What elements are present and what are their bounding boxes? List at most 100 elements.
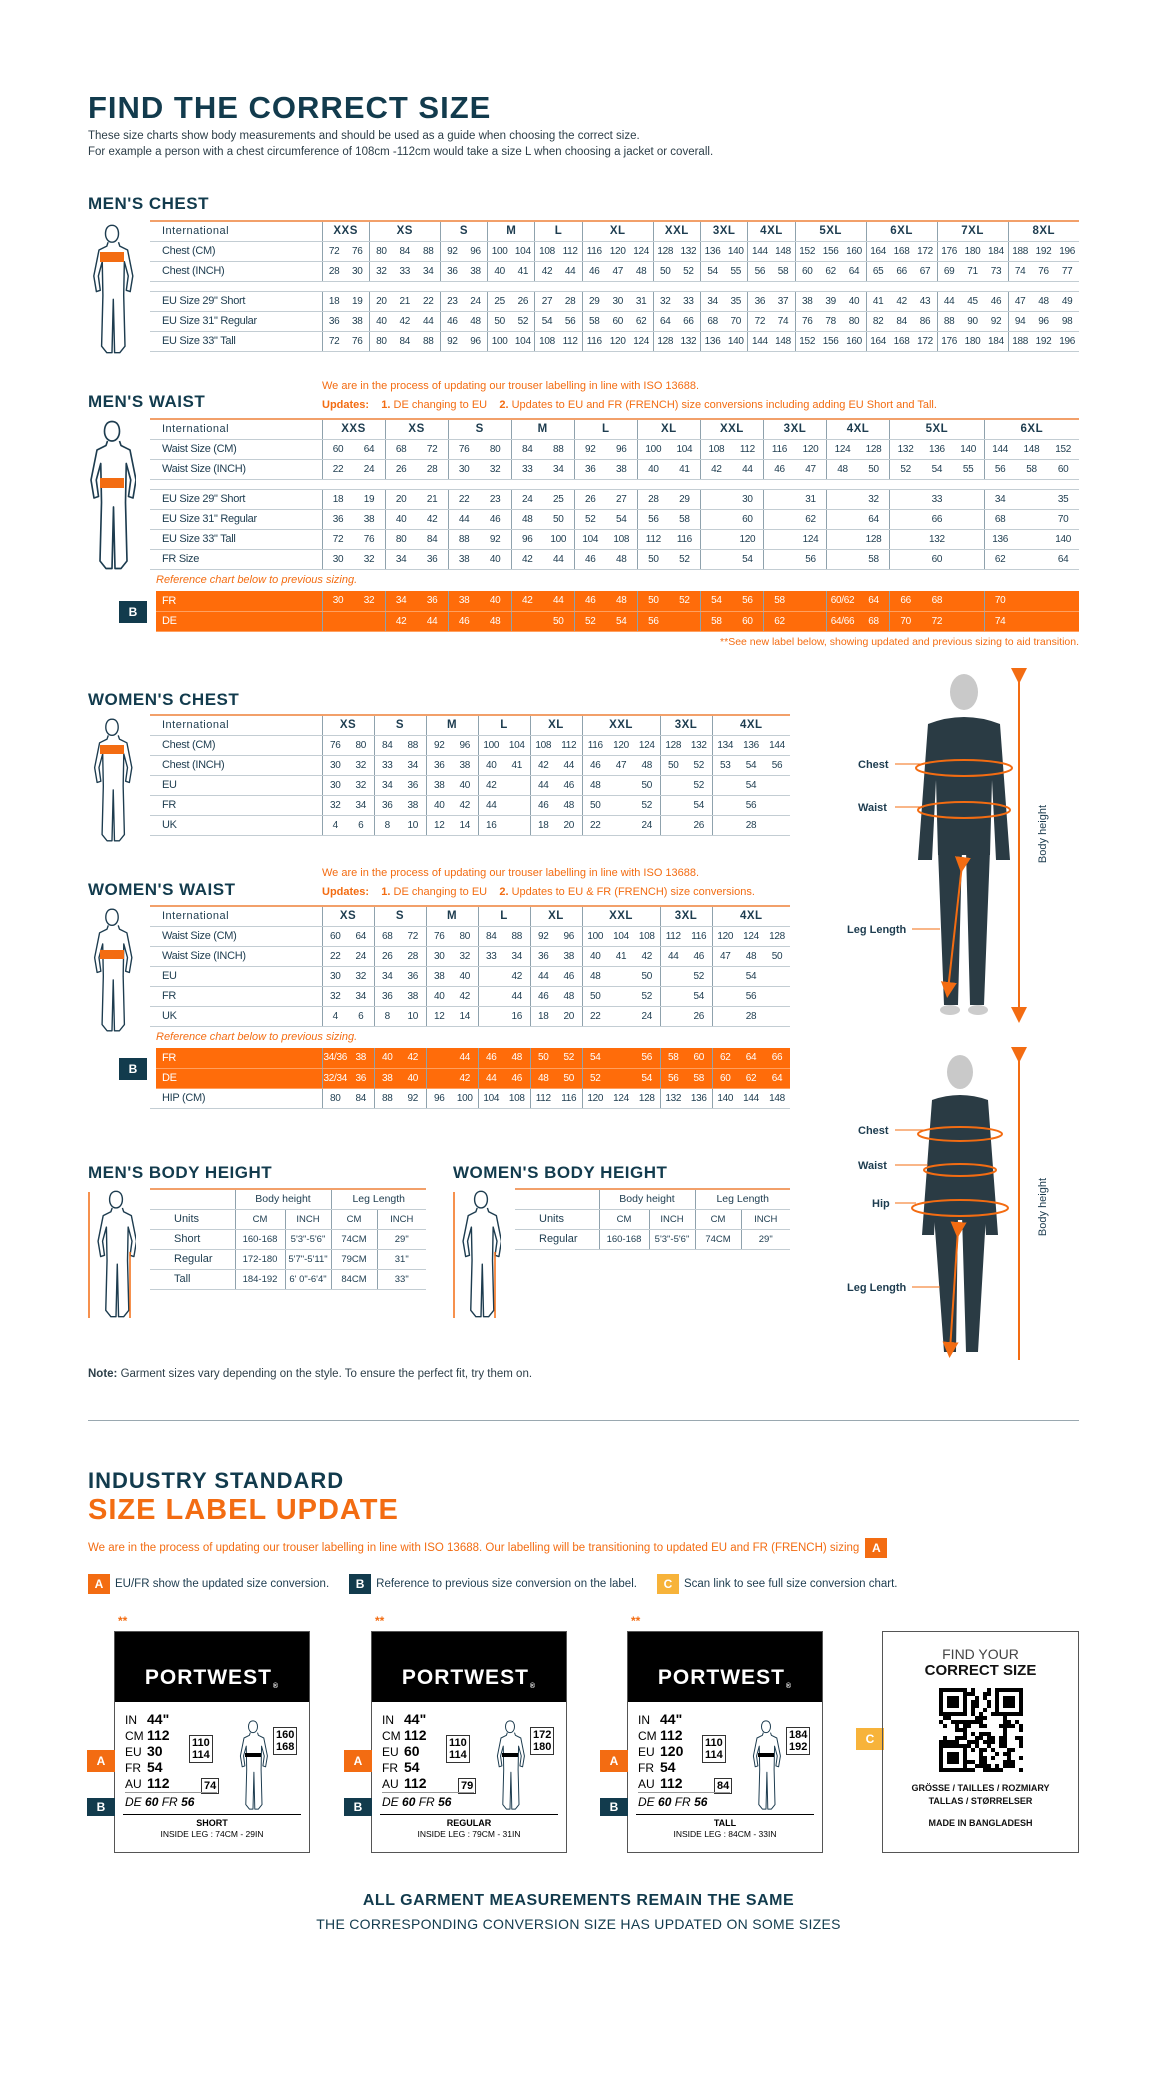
cell: 44 [542, 549, 575, 570]
unit: CM [598, 1209, 649, 1230]
cell: 172 [913, 241, 938, 262]
cell: 76 [794, 311, 819, 332]
cell [1015, 591, 1048, 612]
cell: 41 [865, 291, 890, 312]
cell: 6 [348, 815, 374, 836]
cell: 54 [534, 311, 559, 332]
cell [764, 1006, 790, 1027]
cell: 42 [477, 775, 504, 796]
cell: 52 [581, 1068, 608, 1089]
size-m: M [510, 419, 575, 440]
row-label: EU Size 31" Regular [156, 311, 322, 332]
cell: 112 [731, 439, 764, 460]
cell: 8 [373, 1006, 400, 1027]
size-key: IN [638, 1713, 650, 1727]
cell: 28 [636, 489, 669, 510]
cell: 18 [321, 489, 354, 510]
cell: 58 [1015, 459, 1048, 480]
men-waist-table: International XXS XS S M L XL XXL 3XL 4XL 5XL 6XL Wa… [150, 418, 1079, 570]
cell: 26 [686, 815, 712, 836]
cell: 53 [711, 755, 738, 776]
cell: 42 [510, 591, 543, 612]
size-line: IN 44" [382, 1712, 427, 1728]
units-label: Units [515, 1209, 599, 1230]
cell: 41 [668, 459, 701, 480]
cell: 26 [511, 291, 535, 312]
cell: 76 [321, 735, 348, 756]
cell: 26 [384, 459, 417, 480]
garment-note: Note: Garment sizes vary depending on th… [88, 1368, 532, 1380]
cell: 132 [659, 1088, 686, 1109]
table-row: Chest (CM) 72 76 80 84 88 92 96 100 104 108 112 116 1… [150, 241, 1079, 262]
cell: 66 [676, 311, 701, 332]
size-key: CM [125, 1729, 144, 1743]
cell: 58 [762, 591, 795, 612]
cell: 18 [529, 815, 556, 836]
prev-key: DE [382, 1795, 399, 1809]
cell: 48 [510, 509, 543, 530]
table-row: UK 4 6 8 10 12 14 16 18 20 22 24 26 28 [150, 815, 790, 836]
badge-c: C [856, 1728, 884, 1750]
cell [826, 549, 859, 570]
cell: 40 [373, 1048, 400, 1069]
size-xs: XS [368, 221, 441, 242]
legend-item: A EU/FR show the updated size conversion. [88, 1574, 329, 1594]
cell: 42 [504, 966, 530, 987]
size-m: M [425, 715, 478, 736]
cell: 52 [556, 1048, 582, 1069]
cell: 24 [348, 946, 374, 967]
cell [889, 509, 922, 530]
cell: 132 [676, 241, 701, 262]
cell: 46 [447, 611, 480, 632]
cell: 28 [738, 815, 764, 836]
size-line: AU 112 [638, 1776, 683, 1792]
cell: 52 [668, 549, 701, 570]
size-line: EU 60 [382, 1744, 427, 1760]
table-row: Chest (INCH) 28 30 32 33 34 36 38 40 41 42 44 46 47 48… [150, 261, 1079, 282]
cell: 50 [634, 966, 660, 987]
table-row: UK 4 6 8 10 12 14 16 18 20 22 24 26 28 [150, 1006, 790, 1027]
size-key: AU [382, 1777, 399, 1791]
cell: 76 [353, 529, 386, 550]
cell: 32 [353, 591, 386, 612]
cell: 180 [960, 241, 985, 262]
table-row: HIP (CM) 80 84 88 92 96 100 104 108 112 116 120 124 1… [150, 1088, 790, 1109]
cell: 134 [711, 735, 738, 756]
update-num: 1. [381, 886, 391, 898]
cell: 60 [794, 261, 819, 282]
cell: 38 [400, 795, 426, 816]
cell [353, 611, 386, 632]
qr-code[interactable] [938, 1687, 1024, 1773]
cell [504, 815, 530, 836]
cell: 34 [400, 755, 426, 776]
cell: 136 [686, 1088, 712, 1109]
cell: 31 [629, 291, 654, 312]
cell: 6 [348, 1006, 374, 1027]
size-xl: XL [636, 419, 701, 440]
cell: 60 [686, 1048, 712, 1069]
cell: 84 [373, 735, 400, 756]
cell: 176 [936, 331, 961, 352]
cell [952, 529, 985, 550]
size-xl: XL [581, 221, 654, 242]
size-lines: IN 44" CM 112 EU 120 FR 54 AU 112 [638, 1712, 683, 1792]
cell: 72 [921, 611, 953, 632]
cell: 116 [686, 926, 712, 947]
cell: 50 [652, 261, 677, 282]
cell: 58 [668, 509, 701, 530]
cell: 24 [463, 291, 488, 312]
cell: 104 [608, 926, 634, 947]
table-row: Chest (CM) 76 80 84 88 92 96 100 104 108 112 116 120… [150, 735, 790, 756]
intro-text: We are in the process of updating our tr… [88, 1542, 860, 1554]
leg-box: 74 [201, 1778, 220, 1794]
cell: 68 [983, 509, 1016, 530]
size-xxl: XXL [699, 419, 764, 440]
size-6xl: 6XL [983, 419, 1079, 440]
cell: 76 [345, 331, 370, 352]
body-height-group: Body height [598, 1189, 695, 1210]
cell: 44 [558, 261, 583, 282]
cell: 34/36 [321, 1048, 348, 1069]
cell: 96 [510, 529, 543, 550]
table-row: EU Size 31" Regular 36 38 40 42 44 46 48 50 52 54 5… [150, 311, 1079, 332]
unit: CM [330, 1209, 377, 1230]
